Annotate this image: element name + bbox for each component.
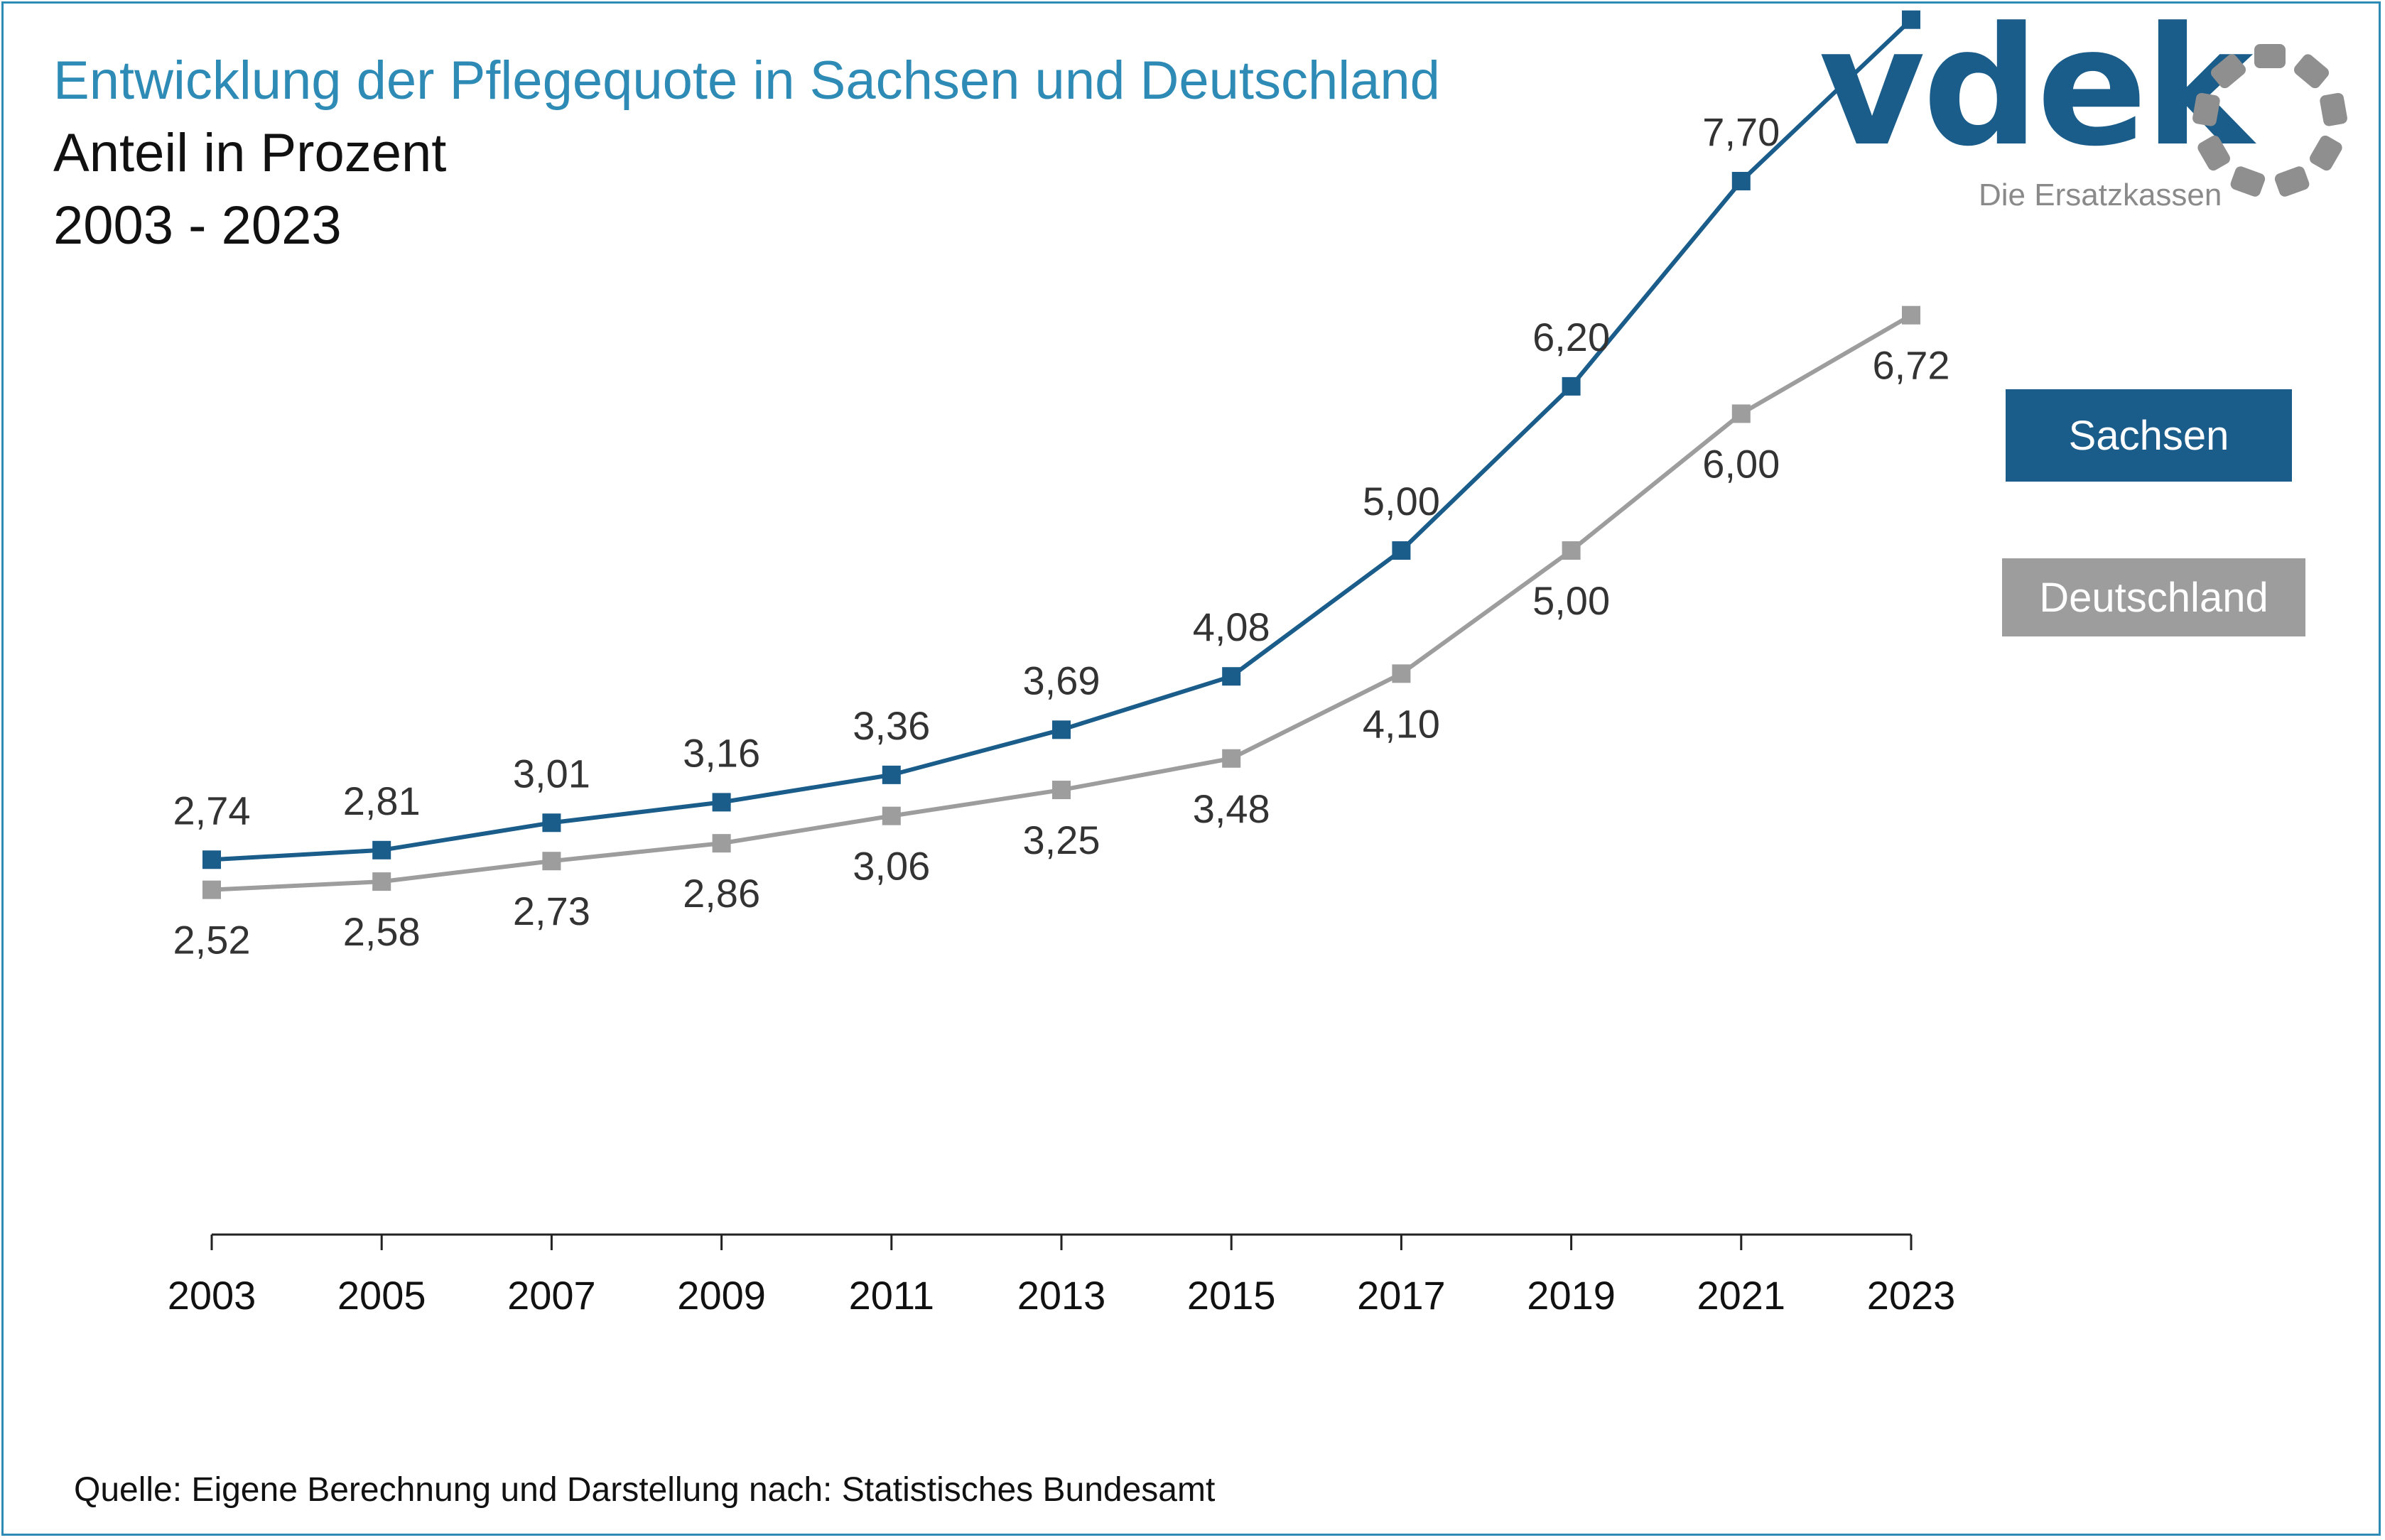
x-tick-label: 2019 (1527, 1273, 1616, 1318)
data-label-sachsen: 4,08 (1193, 604, 1270, 649)
x-tick-label: 2009 (677, 1273, 766, 1318)
data-label-deutschland: 6,00 (1702, 441, 1780, 486)
data-point-sachsen (1392, 541, 1411, 560)
x-tick-label: 2021 (1697, 1273, 1786, 1318)
legend-sachsen: Sachsen (2006, 389, 2292, 482)
x-tick-label: 2007 (507, 1273, 596, 1318)
data-label-deutschland: 5,00 (1532, 578, 1610, 623)
vdek-logo: vdek Die Ersatzkassen (1819, 0, 2359, 217)
data-point-sachsen (1902, 10, 1920, 29)
data-label-deutschland: 3,06 (853, 844, 930, 889)
data-label-sachsen: 5,00 (1363, 479, 1440, 524)
data-point-deutschland (882, 806, 901, 825)
data-point-deutschland (202, 880, 221, 899)
data-label-sachsen: 3,16 (683, 730, 760, 775)
data-label-deutschland: 2,58 (343, 909, 421, 954)
data-label-deutschland: 2,86 (683, 871, 760, 916)
data-label-sachsen: 3,36 (853, 703, 930, 748)
x-tick-label: 2003 (168, 1273, 256, 1318)
data-label-deutschland: 3,48 (1193, 786, 1270, 831)
data-label-deutschland: 3,25 (1023, 818, 1100, 862)
x-tick-label: 2005 (337, 1273, 426, 1318)
x-tick-label: 2017 (1357, 1273, 1446, 1318)
data-point-sachsen (1222, 667, 1241, 686)
data-point-deutschland (1392, 664, 1411, 683)
data-point-sachsen (202, 850, 221, 869)
data-point-sachsen (882, 765, 901, 784)
ring-of-dots-icon (2192, 44, 2347, 197)
data-point-deutschland (1902, 305, 1920, 325)
legend-sachsen-label: Sachsen (2068, 412, 2229, 459)
series-line-deutschland (210, 313, 1913, 892)
data-point-deutschland (712, 834, 731, 853)
x-tick-label: 2015 (1187, 1273, 1276, 1318)
chart-year-range: 2003 - 2023 (53, 195, 342, 256)
data-label-sachsen: 3,69 (1023, 658, 1100, 703)
data-point-sachsen (542, 813, 561, 833)
chart-subtitle: Anteil in Prozent (53, 123, 447, 183)
x-tick-label: 2023 (1867, 1273, 1956, 1318)
data-point-sachsen (1052, 720, 1071, 739)
data-point-deutschland (542, 852, 561, 871)
data-point-sachsen (1562, 376, 1581, 396)
data-label-deutschland: 2,73 (513, 889, 590, 933)
data-point-deutschland (1562, 541, 1581, 560)
data-point-sachsen (1731, 171, 1751, 190)
data-point-deutschland (1731, 404, 1751, 423)
data-label-sachsen: 3,01 (513, 751, 590, 796)
data-label-sachsen: 2,81 (343, 779, 421, 823)
x-tick-label: 2013 (1017, 1273, 1106, 1318)
x-tick-label: 2011 (849, 1273, 934, 1318)
data-label-deutschland: 2,52 (173, 918, 251, 962)
legend-deutschland: Deutschland (2002, 558, 2305, 636)
data-label-deutschland: 4,10 (1363, 701, 1440, 746)
data-point-deutschland (1222, 749, 1241, 768)
data-point-sachsen (712, 793, 731, 812)
chart-title: Entwicklung der Pflegequote in Sachsen u… (53, 50, 1440, 111)
legend-deutschland-label: Deutschland (2039, 574, 2268, 621)
data-point-deutschland (1052, 781, 1071, 800)
data-label-sachsen: 2,74 (173, 788, 251, 833)
data-label-sachsen: 7,70 (1702, 109, 1780, 154)
source-note: Quelle: Eigene Berechnung und Darstellun… (74, 1471, 1216, 1509)
data-point-sachsen (372, 840, 391, 860)
data-label-deutschland: 6,72 (1873, 343, 1950, 388)
logo-tagline: Die Ersatzkassen (1979, 178, 2222, 212)
logo-wordmark: vdek (1819, 0, 2254, 183)
data-point-deutschland (372, 872, 391, 891)
data-label-sachsen: 6,20 (1532, 315, 1610, 359)
